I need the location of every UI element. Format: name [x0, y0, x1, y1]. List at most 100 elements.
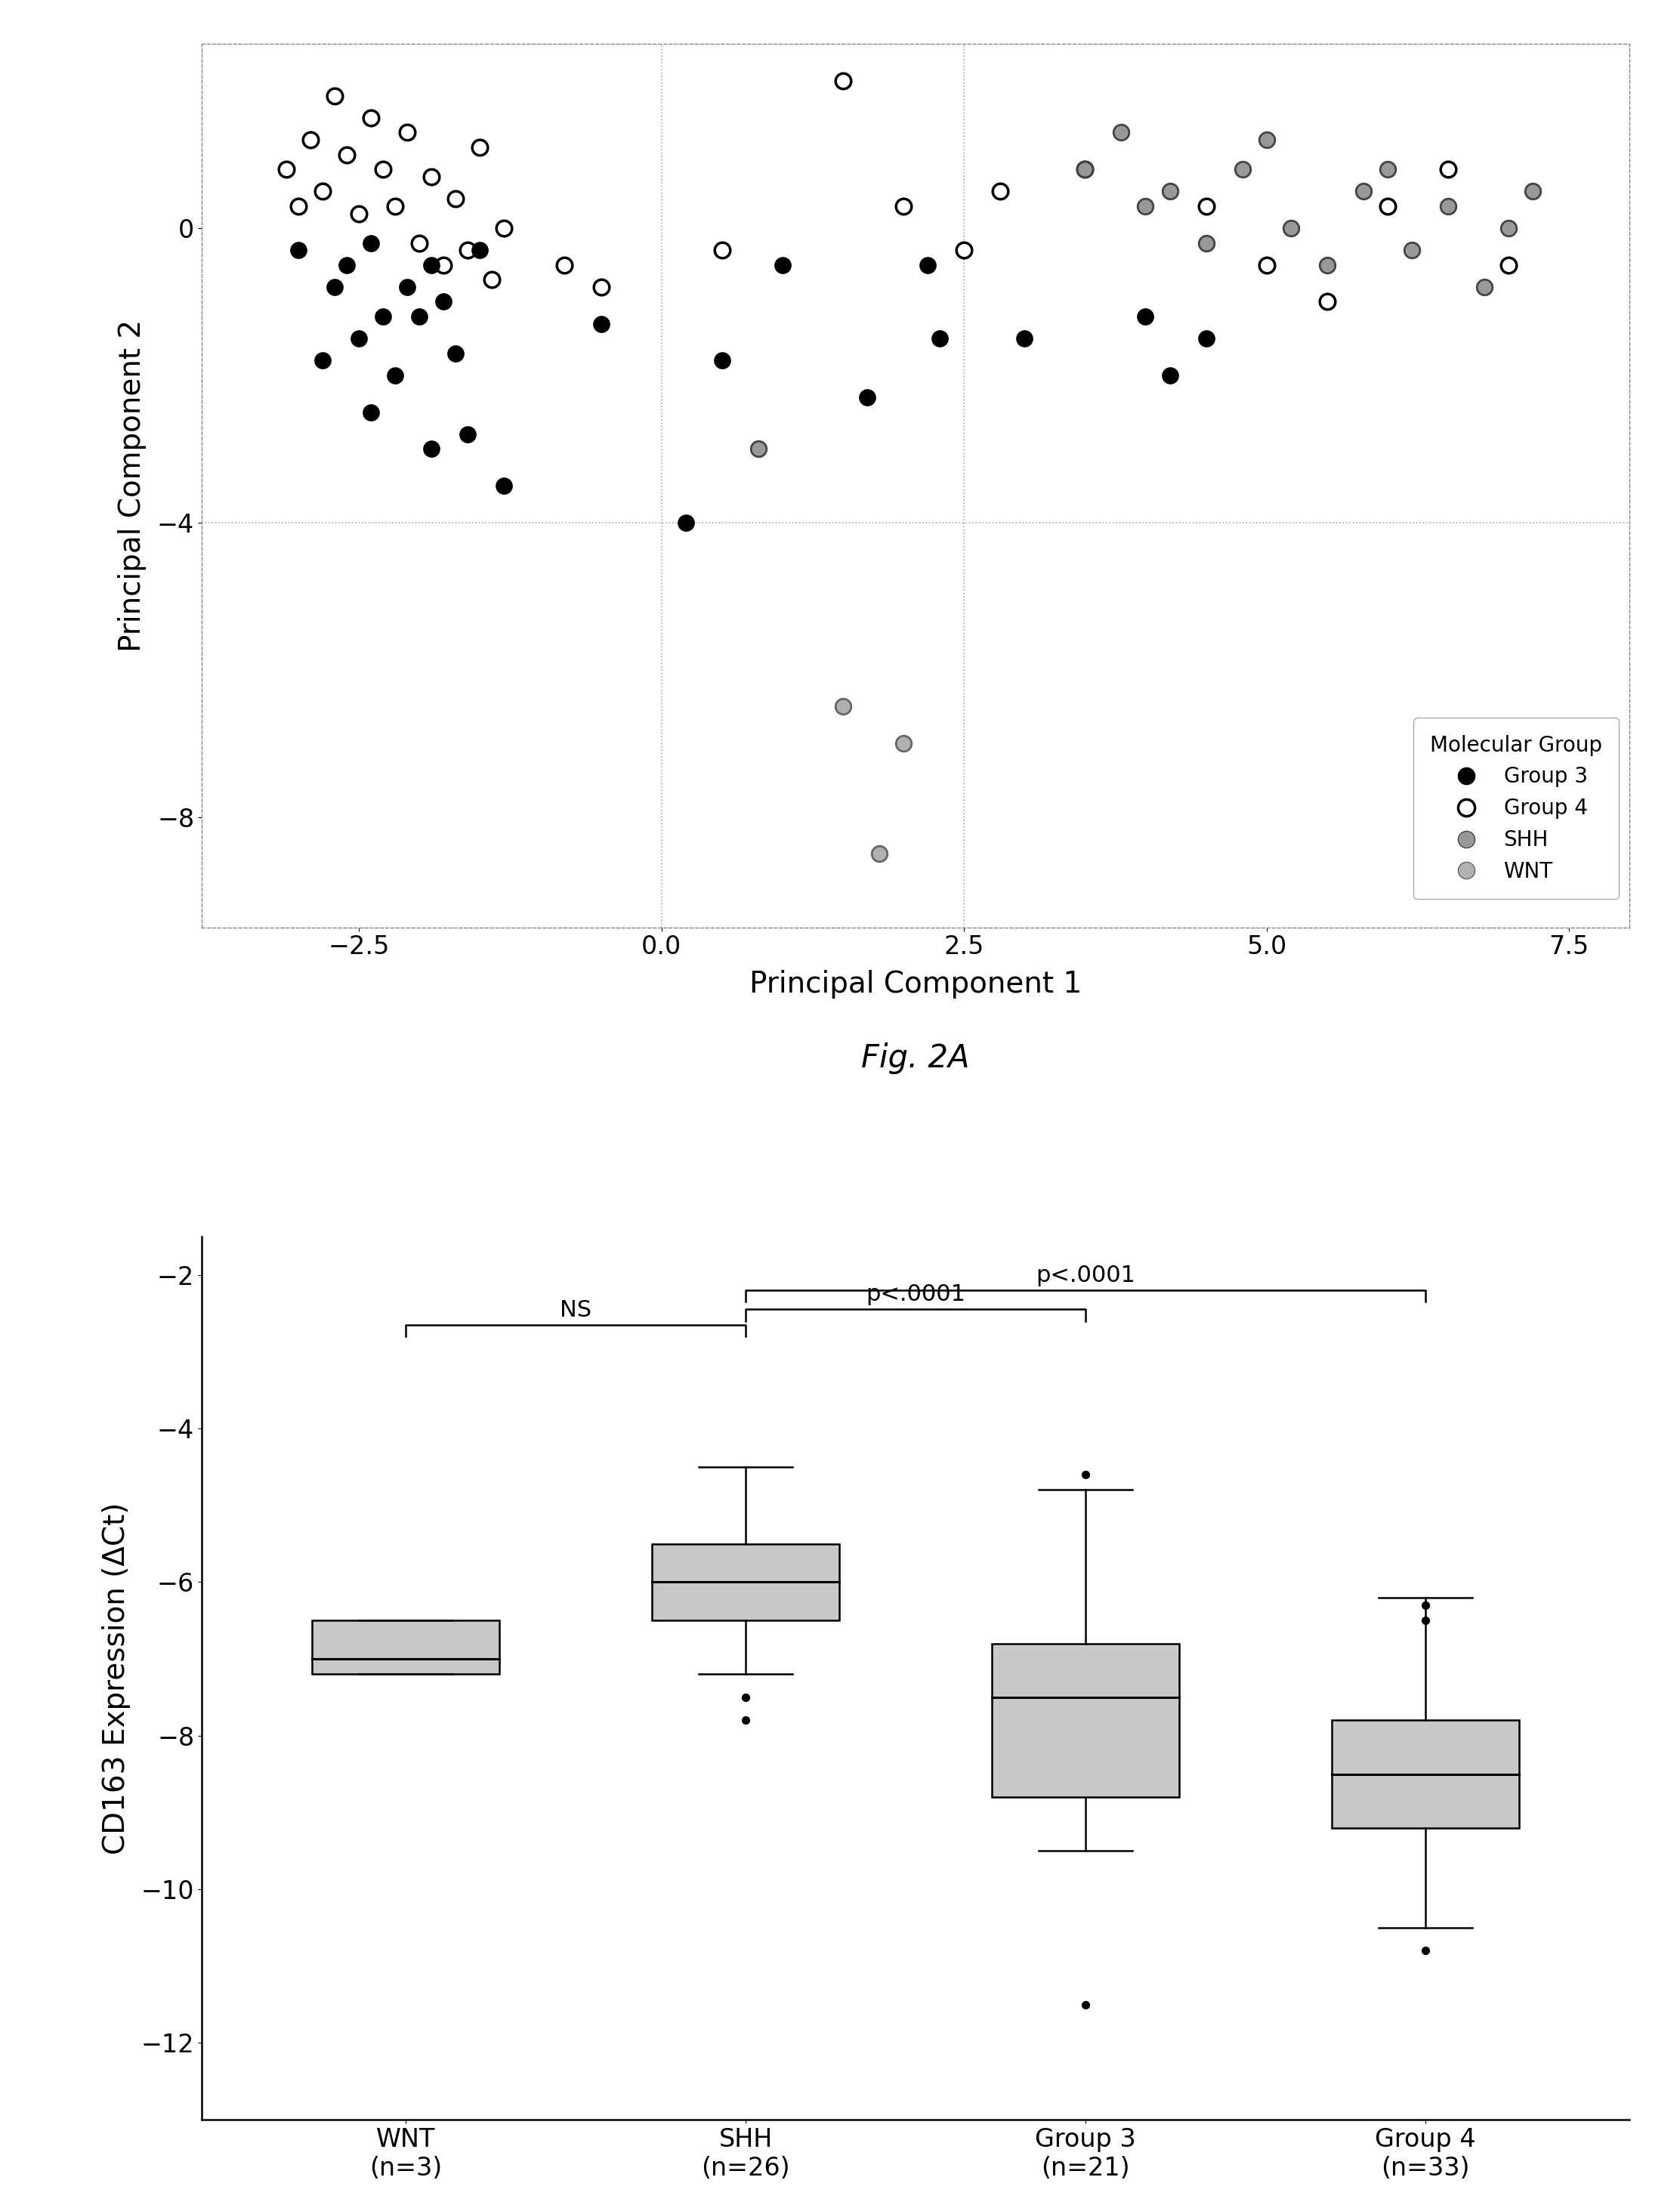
Point: [1072, 1987, 1099, 2023]
Group 3: [914, 247, 941, 283]
Group 4: [709, 232, 736, 267]
Group 3: [1156, 358, 1183, 393]
Group 4: [418, 159, 445, 194]
Group 3: [672, 506, 699, 541]
Group 4: [286, 188, 312, 223]
Text: NS: NS: [559, 1298, 591, 1320]
Group 3: [333, 247, 360, 283]
Group 4: [479, 263, 506, 298]
Group 3: [853, 380, 880, 415]
Group 3: [588, 307, 615, 342]
Group 3: [393, 269, 420, 305]
Point: [1107, 115, 1134, 150]
Group 4: [381, 188, 408, 223]
Group 4: [393, 115, 420, 150]
Group 3: [467, 232, 494, 267]
Group 4: [346, 197, 373, 232]
Text: p<.0001: p<.0001: [1037, 1265, 1136, 1287]
Group 3: [370, 298, 396, 333]
Y-axis label: CD163 Expression (ΔCt): CD163 Expression (ΔCt): [102, 1501, 131, 1855]
Group 4: [1495, 247, 1522, 283]
Point: [1413, 1603, 1440, 1638]
Group 3: [418, 431, 445, 466]
Group 4: [1253, 247, 1280, 283]
Group 4: [1072, 152, 1099, 188]
Point: [1472, 269, 1499, 305]
Group 4: [333, 137, 360, 172]
Point: [1072, 1457, 1099, 1493]
Group 4: [951, 232, 978, 267]
Point: [1072, 152, 1099, 188]
Point: [744, 431, 771, 466]
Group 4: [890, 188, 917, 223]
Group 3: [407, 298, 433, 333]
Group 4: [1374, 188, 1401, 223]
Group 3: [709, 342, 736, 378]
Text: p<.0001: p<.0001: [865, 1283, 966, 1305]
Group 3: [418, 247, 445, 283]
Group 4: [442, 181, 469, 216]
Group 3: [769, 247, 796, 283]
Group 3: [454, 417, 480, 453]
Point: [1228, 152, 1255, 188]
Point: [1314, 247, 1341, 283]
Group 3: [1193, 320, 1220, 355]
Group 4: [588, 269, 615, 305]
Bar: [993, 1643, 1179, 1797]
Group 4: [1193, 188, 1220, 223]
Group 3: [358, 225, 385, 261]
Group 3: [491, 468, 517, 503]
Point: [1351, 174, 1378, 210]
Y-axis label: Principal Component 2: Principal Component 2: [118, 320, 146, 651]
Group 4: [370, 152, 396, 188]
Group 4: [309, 174, 336, 210]
Bar: [652, 1543, 838, 1621]
Point: [1413, 1932, 1440, 1967]
Group 4: [551, 247, 578, 283]
Group 3: [1011, 320, 1038, 355]
Group 4: [297, 121, 324, 157]
Group 4: [491, 210, 517, 245]
Legend: Group 3, Group 4, SHH, WNT: Group 3, Group 4, SHH, WNT: [1413, 718, 1620, 899]
Group 4: [272, 152, 299, 188]
Group 4: [1314, 285, 1341, 320]
Bar: [312, 1621, 499, 1674]
Group 3: [1132, 298, 1159, 333]
Group 4: [454, 232, 480, 267]
Group 3: [926, 320, 953, 355]
Point: [1277, 210, 1304, 245]
Group 4: [430, 247, 457, 283]
WNT: [865, 837, 892, 872]
Group 3: [442, 336, 469, 371]
Group 4: [358, 99, 385, 135]
Point: [1398, 232, 1425, 267]
Point: [1193, 225, 1220, 261]
Point: [1519, 174, 1546, 210]
WNT: [830, 689, 857, 724]
Point: [732, 1702, 759, 1738]
Point: [1435, 188, 1462, 223]
Group 3: [381, 358, 408, 393]
Group 3: [309, 342, 336, 378]
Point: [732, 1680, 759, 1716]
Point: [1253, 121, 1280, 157]
Point: [1413, 1588, 1440, 1623]
Group 3: [321, 269, 348, 305]
Group 4: [1435, 152, 1462, 188]
Text: Fig. 2A: Fig. 2A: [862, 1042, 969, 1073]
Group 4: [321, 77, 348, 113]
Group 4: [830, 64, 857, 99]
Point: [1374, 152, 1401, 188]
Point: [1132, 188, 1159, 223]
Point: [1495, 210, 1522, 245]
Bar: [1332, 1720, 1519, 1828]
X-axis label: Principal Component 1: Principal Component 1: [749, 969, 1082, 998]
Group 3: [286, 232, 312, 267]
Group 4: [407, 225, 433, 261]
WNT: [890, 726, 917, 762]
Group 4: [467, 130, 494, 166]
Group 3: [346, 320, 373, 355]
Group 3: [358, 395, 385, 431]
Group 4: [986, 174, 1013, 210]
Point: [1156, 174, 1183, 210]
